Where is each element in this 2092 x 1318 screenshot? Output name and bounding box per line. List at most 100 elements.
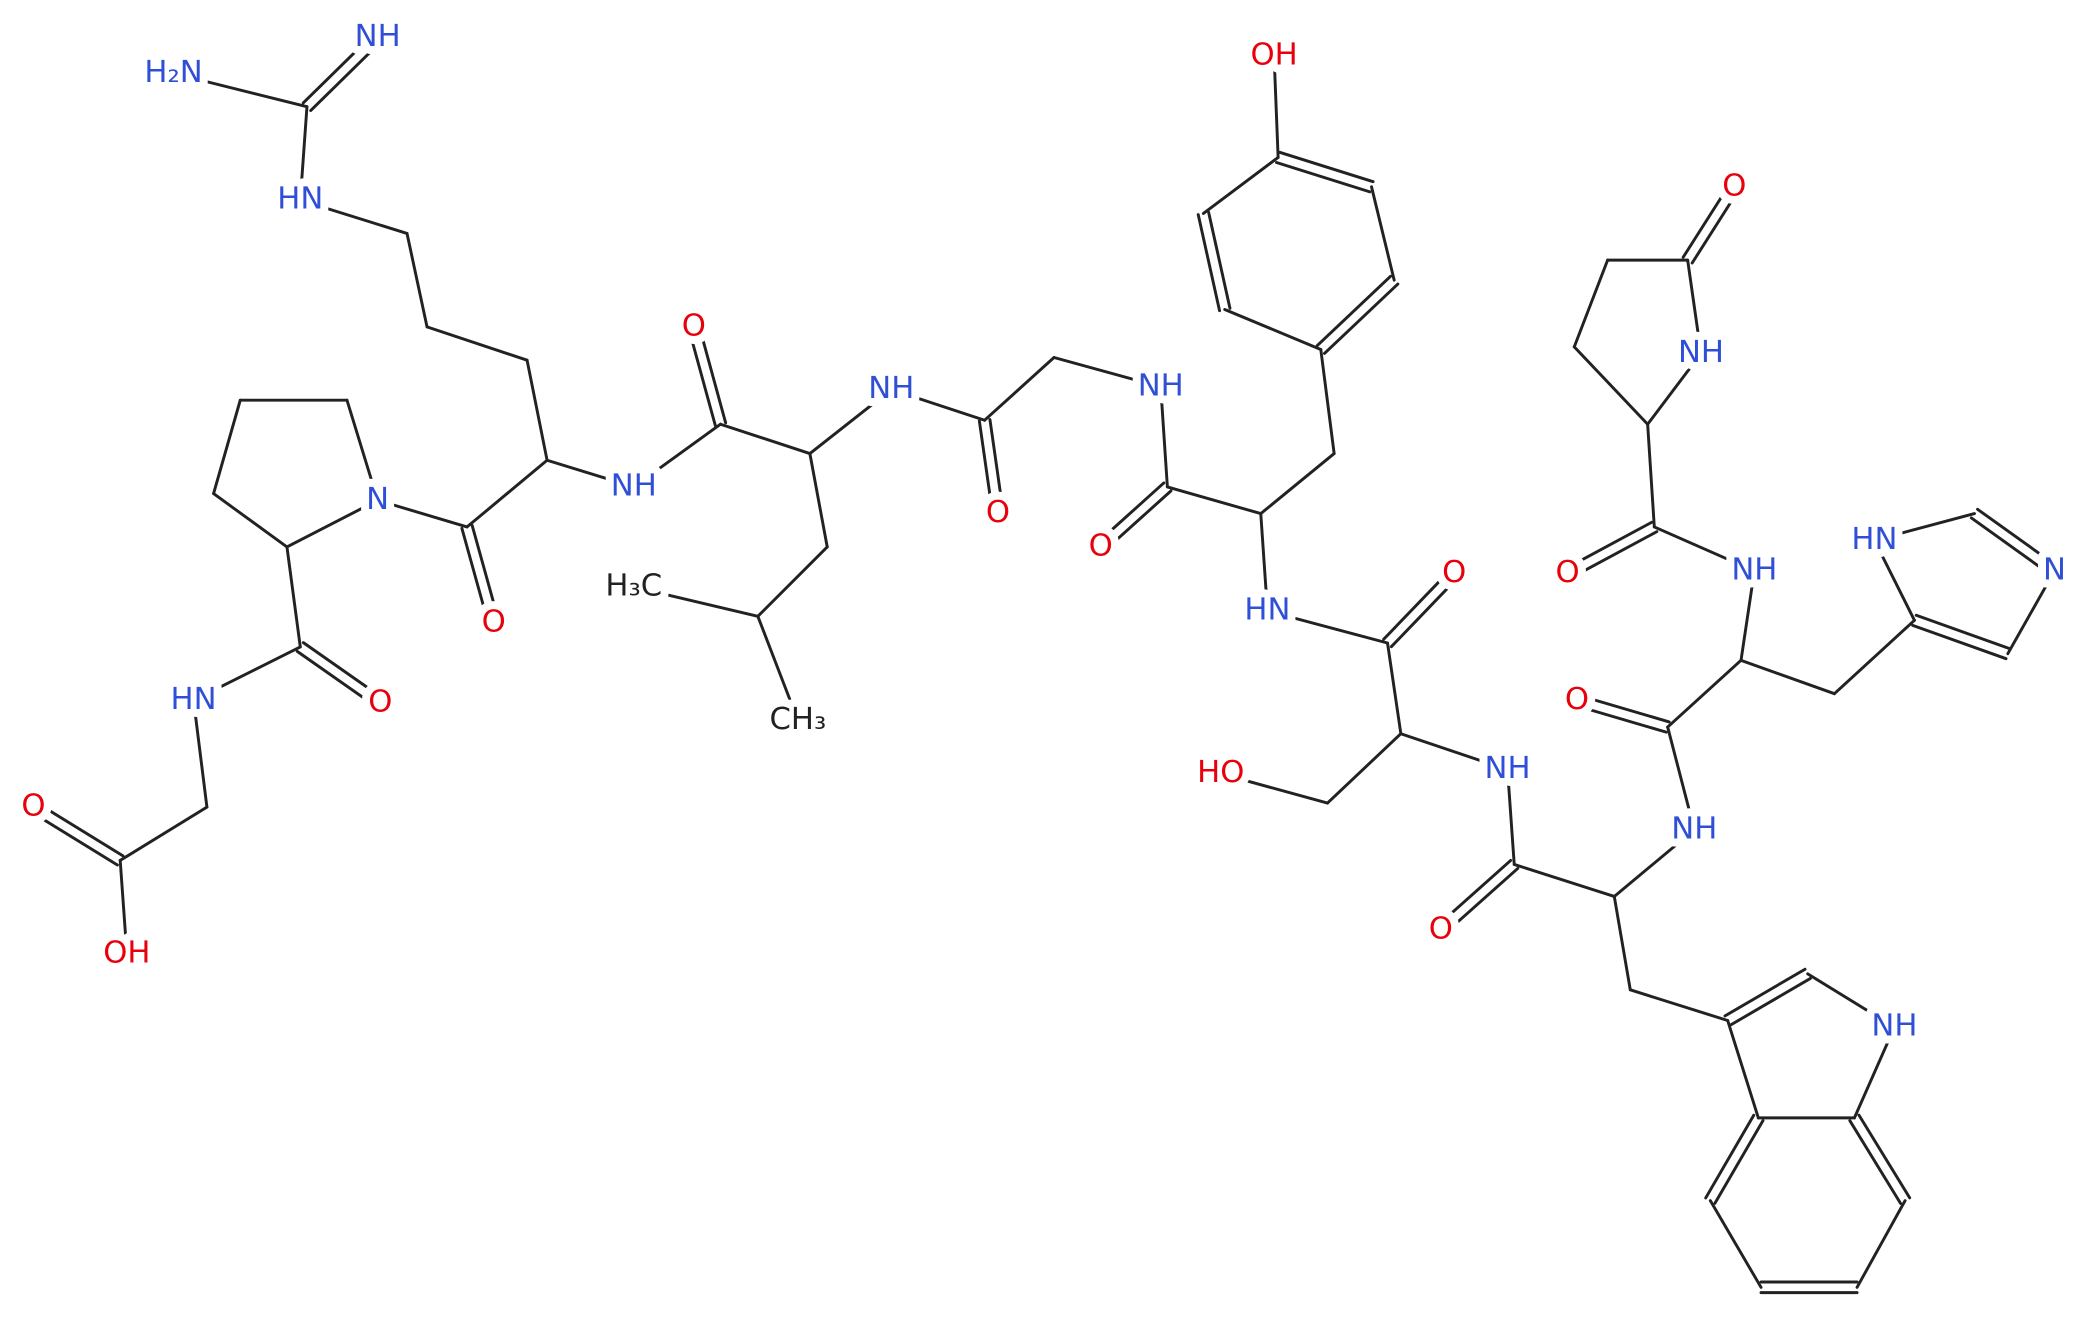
- bonds: [29, 32, 2060, 1295]
- double-bond: [1382, 568, 1452, 641]
- bond: [285, 545, 302, 649]
- bond: [212, 492, 289, 549]
- bond: [545, 458, 636, 489]
- bond: [1165, 485, 1263, 516]
- double-bond: [301, 641, 385, 701]
- bond: [192, 645, 302, 702]
- atom-label: NH: [355, 19, 401, 54]
- double-bond: [1315, 274, 1392, 348]
- atom-label: O: [1556, 555, 1580, 590]
- atom-label: HO: [1197, 755, 1244, 790]
- atom-label: HN: [277, 182, 323, 217]
- bond: [525, 358, 549, 462]
- double-bond: [34, 801, 125, 858]
- bond: [1852, 1025, 1896, 1120]
- bond: [1326, 732, 1403, 805]
- bond: [465, 458, 549, 529]
- double-bond: [1563, 520, 1654, 571]
- bond: [192, 698, 209, 809]
- bond: [2006, 569, 2056, 656]
- atom-label: O: [1565, 682, 1589, 717]
- bond: [1855, 1199, 1907, 1289]
- atom-label: NH: [1485, 751, 1531, 786]
- bond: [808, 388, 893, 456]
- bond: [1628, 988, 1730, 1022]
- double-bond: [988, 417, 1005, 515]
- atom-label: HN: [171, 682, 217, 717]
- double-bond: [1969, 516, 2053, 577]
- double-bond: [309, 39, 383, 112]
- bond: [889, 388, 987, 422]
- atom-label: NH: [1138, 368, 1184, 403]
- bond: [1686, 258, 1703, 355]
- bond: [1652, 525, 1756, 573]
- atom-label: O: [368, 685, 392, 720]
- atom-label: O: [21, 789, 45, 824]
- double-bond: [977, 419, 995, 516]
- double-bond: [1713, 1119, 1765, 1205]
- bond: [1386, 641, 1403, 736]
- bond: [1666, 725, 1696, 832]
- double-bond: [295, 649, 379, 709]
- bond: [1806, 972, 1896, 1029]
- double-bond: [1573, 704, 1668, 734]
- double-bond: [1723, 967, 1807, 1018]
- bond: [376, 498, 469, 529]
- atom-label: NH: [1871, 1009, 1917, 1044]
- bond: [298, 105, 309, 202]
- bond: [1272, 54, 1280, 159]
- double-bond: [1976, 507, 2060, 569]
- double-bond: [1857, 1113, 1912, 1200]
- double-bond: [1435, 858, 1513, 928]
- bond: [1572, 345, 1650, 426]
- bond: [1219, 772, 1329, 805]
- bond: [1872, 538, 1916, 622]
- double-bond: [301, 32, 376, 105]
- bond: [1739, 569, 1756, 662]
- bond: [1319, 348, 1336, 456]
- bond: [118, 805, 209, 862]
- double-bond: [1911, 623, 2008, 661]
- atom-label: N: [366, 482, 389, 517]
- bond: [632, 422, 722, 489]
- bond: [1159, 385, 1169, 489]
- double-bond: [1196, 213, 1222, 313]
- bond: [212, 398, 242, 496]
- double-bond: [1576, 693, 1671, 724]
- double-bond: [460, 526, 491, 626]
- bond: [1739, 658, 1836, 696]
- bond: [719, 422, 812, 456]
- atom-label: O: [1429, 911, 1453, 946]
- atom-label: O: [986, 495, 1010, 530]
- bond: [1370, 185, 1396, 282]
- bond: [1666, 658, 1743, 729]
- bond: [1646, 422, 1656, 529]
- bond: [1506, 768, 1516, 866]
- bond: [632, 585, 760, 618]
- double-bond: [1323, 282, 1400, 355]
- atom-label: OH: [1251, 38, 1298, 73]
- bond: [1399, 732, 1510, 772]
- double-bond: [1848, 1119, 1903, 1205]
- double-bond: [1278, 150, 1375, 184]
- double-bond: [29, 810, 119, 867]
- bond: [756, 545, 829, 618]
- atom-label: N: [2043, 552, 2066, 587]
- bond: [756, 614, 800, 722]
- bond: [808, 452, 829, 549]
- bond: [1259, 512, 1269, 613]
- bond: [1646, 352, 1703, 426]
- bond: [1259, 452, 1336, 516]
- bond: [405, 231, 429, 329]
- atom-label: O: [1722, 168, 1746, 203]
- bond: [1052, 356, 1163, 389]
- bond: [1612, 894, 1632, 992]
- double-bond: [1704, 1113, 1756, 1200]
- double-bond: [1275, 161, 1372, 194]
- atom-label: NH: [1731, 552, 1777, 587]
- double-bond: [470, 524, 501, 624]
- bond: [285, 498, 380, 549]
- double-bond: [1728, 976, 1812, 1027]
